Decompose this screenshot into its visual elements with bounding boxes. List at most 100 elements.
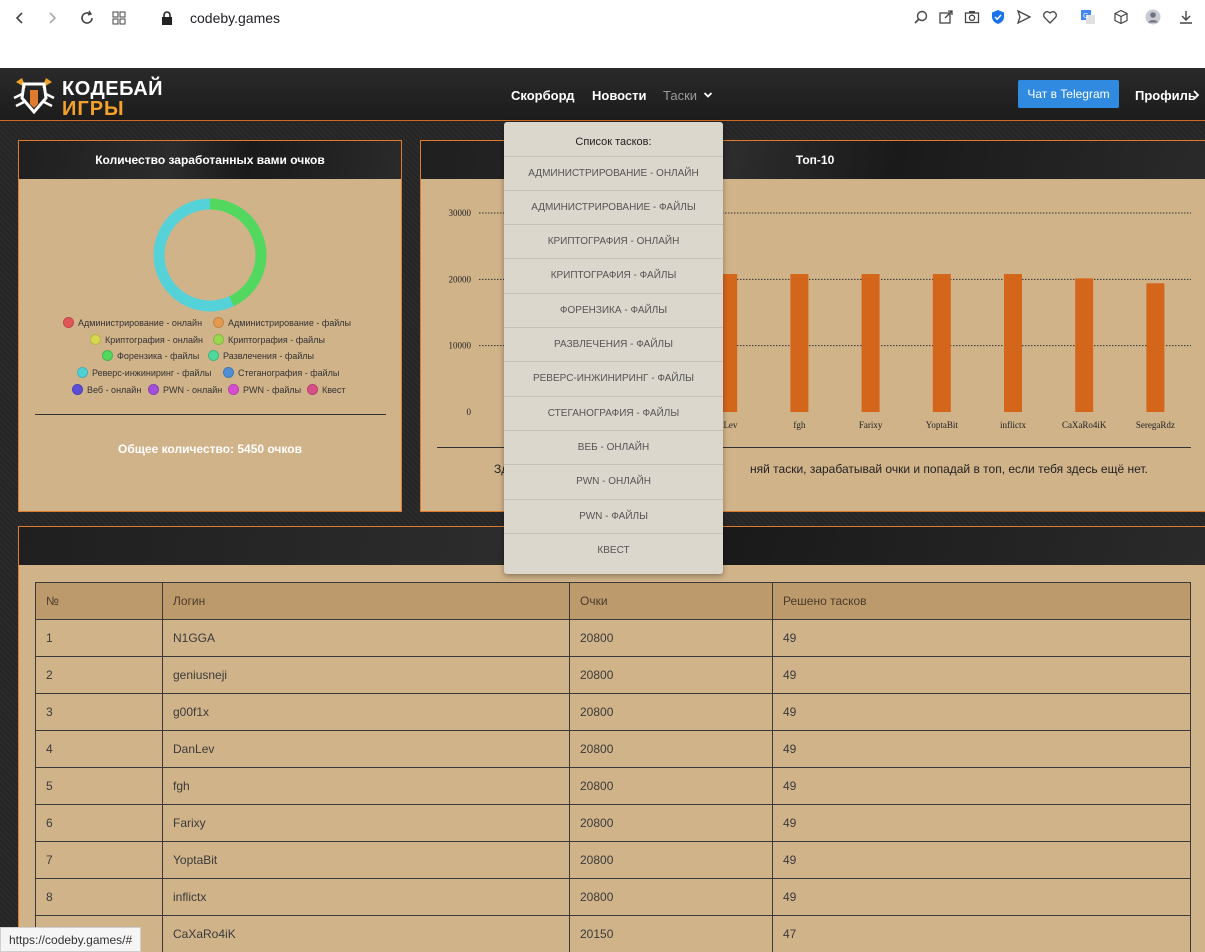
tasks-dropdown-title: Список тасков:: [575, 136, 652, 148]
legend-crypto-files[interactable]: Криптография - файлы: [213, 334, 325, 345]
legend-admin-online[interactable]: Администрирование - онлайн: [63, 317, 202, 328]
cell-solved: 49: [772, 730, 1191, 768]
legend-web-online[interactable]: Веб - онлайн: [72, 384, 141, 395]
legend-dot: [213, 317, 224, 328]
reload-icon[interactable]: [75, 6, 99, 30]
table-row[interactable]: 3 g00f1x 20800 49: [35, 693, 1191, 731]
legend-forensics-files[interactable]: Форензика - файлы: [102, 350, 199, 361]
y-tick-label: 20000: [449, 274, 472, 284]
svg-text:G: G: [1083, 12, 1088, 20]
legend-pwn-files[interactable]: PWN - файлы: [228, 384, 301, 395]
table-row[interactable]: 2 geniusneji 20800 49: [35, 656, 1191, 694]
cell-login: CaXaRo4iK: [162, 915, 570, 952]
telegram-chat-button[interactable]: Чат в Telegram: [1018, 80, 1119, 108]
cell-number: 1: [35, 619, 163, 657]
camera-icon[interactable]: [961, 6, 983, 28]
cell-solved: 49: [772, 693, 1191, 731]
cell-solved: 49: [772, 656, 1191, 694]
bar-Farixy: [861, 274, 880, 412]
site-logo[interactable]: КОДЕБАЙ ИГРЫ: [12, 74, 163, 120]
cell-points: 20800: [569, 693, 773, 731]
table-header-row: № Логин Очки Решено тасков: [35, 582, 1191, 620]
cell-solved: 49: [772, 804, 1191, 842]
extensions-icon[interactable]: [1110, 6, 1132, 28]
cell-points: 20800: [569, 656, 773, 694]
table-row[interactable]: 8 inflictx 20800 49: [35, 878, 1191, 916]
chevron-down-icon[interactable]: [703, 90, 713, 100]
cell-solved: 49: [772, 619, 1191, 657]
task-entertainment-files[interactable]: РАЗВЛЕЧЕНИЯ - ФАЙЛЫ: [504, 327, 723, 361]
address-bar[interactable]: codeby.games: [190, 10, 281, 26]
task-stego-files[interactable]: СТЕГАНОГРАФИЯ - ФАЙЛЫ: [504, 396, 723, 430]
legend-dot: [148, 384, 159, 395]
task-quest[interactable]: КВЕСТ: [504, 533, 723, 567]
chevron-right-icon[interactable]: [1192, 90, 1200, 100]
table-row[interactable]: 7 YoptaBit 20800 49: [35, 841, 1191, 879]
cell-login: YoptaBit: [162, 841, 570, 879]
forward-icon[interactable]: [40, 6, 64, 30]
task-admin-files[interactable]: АДМИНИСТРИРОВАНИЕ - ФАЙЛЫ: [504, 190, 723, 224]
legend-dot: [102, 350, 113, 361]
table-row[interactable]: 4 DanLev 20800 49: [35, 730, 1191, 768]
task-reverse-files[interactable]: РЕВЕРС-ИНЖИНИРИНГ - ФАЙЛЫ: [504, 361, 723, 395]
y-tick-label: 30000: [449, 208, 472, 218]
x-tick-label: inflictx: [1000, 420, 1026, 430]
legend-admin-files[interactable]: Администрирование - файлы: [213, 317, 351, 328]
col-login[interactable]: Логин: [162, 582, 570, 620]
zoom-icon[interactable]: [910, 6, 932, 28]
translate-icon[interactable]: G: [1077, 6, 1099, 28]
task-web-online[interactable]: ВЕБ - ОНЛАЙН: [504, 430, 723, 464]
share-icon[interactable]: [935, 6, 957, 28]
task-pwn-files[interactable]: PWN - ФАЙЛЫ: [504, 499, 723, 533]
tabs-grid-icon[interactable]: [107, 6, 131, 30]
back-icon[interactable]: [8, 6, 32, 30]
task-crypto-files[interactable]: КРИПТОГРАФИЯ - ФАЙЛЫ: [504, 258, 723, 292]
x-tick-label: Farixy: [859, 420, 883, 430]
download-icon[interactable]: [1175, 6, 1197, 28]
y-tick-label: 10000: [449, 341, 472, 351]
legend-stego-files[interactable]: Стеганография - файлы: [223, 367, 339, 378]
bar-inflictx: [1004, 274, 1022, 412]
legend-entertainment-files[interactable]: Развлечения - файлы: [208, 350, 314, 361]
col-points[interactable]: Очки: [569, 582, 773, 620]
table-row[interactable]: 5 fgh 20800 49: [35, 767, 1191, 805]
legend-pwn-online[interactable]: PWN - онлайн: [148, 384, 222, 395]
avatar-icon[interactable]: [1142, 6, 1164, 28]
logo-emblem-icon: [13, 78, 55, 115]
legend-dot: [208, 350, 219, 361]
task-forensics-files[interactable]: ФОРЕНЗИКА - ФАЙЛЫ: [504, 293, 723, 327]
cell-solved: 49: [772, 878, 1191, 916]
legend-quest[interactable]: Квест: [307, 384, 346, 395]
task-pwn-online[interactable]: PWN - ОНЛАЙН: [504, 464, 723, 498]
logo-text-bottom: ИГРЫ: [62, 98, 125, 120]
task-crypto-online[interactable]: КРИПТОГРАФИЯ - ОНЛАЙН: [504, 224, 723, 258]
y-tick-label: 0: [467, 407, 472, 417]
nav-news[interactable]: Новости: [592, 88, 647, 103]
send-icon[interactable]: [1013, 6, 1035, 28]
task-admin-online[interactable]: АДМИНИСТРИРОВАНИЕ - ОНЛАЙН: [504, 156, 723, 190]
heart-icon[interactable]: [1039, 6, 1061, 28]
table-row[interactable]: 6 Farixy 20800 49: [35, 804, 1191, 842]
bar-YoptaBit: [932, 274, 951, 412]
cell-solved: 47: [772, 915, 1191, 952]
divider: [437, 447, 1191, 448]
legend-dot: [223, 367, 234, 378]
ranking-table: № Логин Очки Решено тасков 1 N1GGA 20800 49…: [35, 582, 1191, 952]
col-number[interactable]: №: [35, 582, 163, 620]
nav-scoreboard[interactable]: Скорборд: [511, 88, 575, 103]
tasks-dropdown: Список тасков: АДМИНИСТРИРОВАНИЕ - ОНЛАЙ…: [504, 122, 723, 574]
total-points: Общее количество: 5450 очков: [118, 442, 302, 456]
cell-points: 20800: [569, 619, 773, 657]
shield-check-icon[interactable]: [987, 6, 1009, 28]
table-row[interactable]: 1 N1GGA 20800 49: [35, 619, 1191, 657]
col-solved[interactable]: Решено тасков: [772, 582, 1191, 620]
site-header: КОДЕБАЙ ИГРЫ Скорборд Новости Таски Чат …: [0, 68, 1205, 121]
donut-slice-forensics: [153, 198, 267, 312]
legend-reverse-files[interactable]: Реверс-инжиниринг - файлы: [77, 367, 211, 378]
profile-menu[interactable]: Профиль: [1135, 88, 1196, 103]
legend-crypto-online[interactable]: Криптография - онлайн: [90, 334, 203, 345]
bar-CaXaRo4iK: [1075, 278, 1094, 412]
nav-tasks[interactable]: Таски: [663, 88, 698, 103]
cell-points: 20800: [569, 878, 773, 916]
